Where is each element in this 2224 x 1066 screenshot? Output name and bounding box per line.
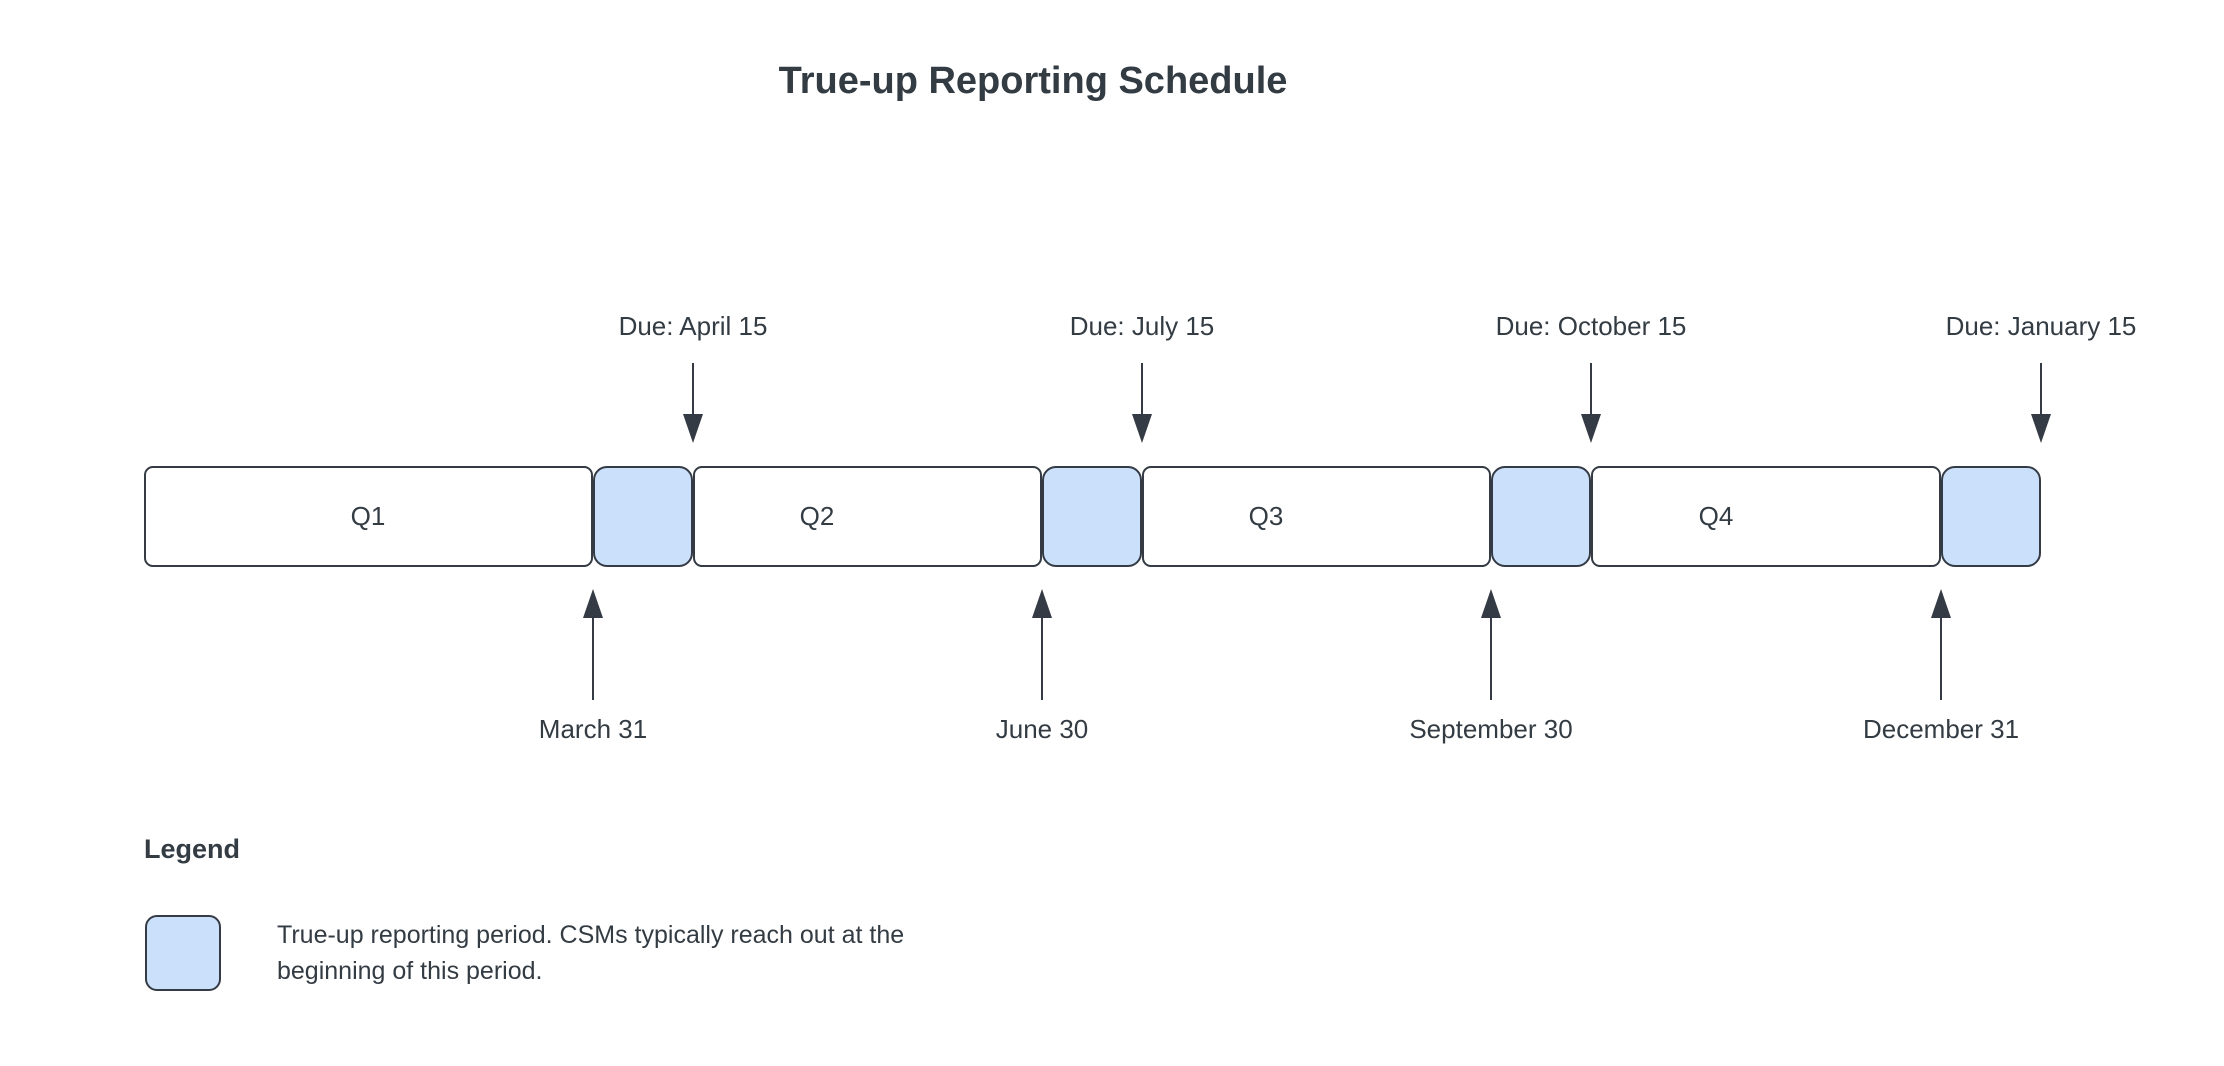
quarter-label-q3: Q3	[1248, 501, 1284, 531]
quarter-label-q4: Q4	[1698, 501, 1734, 531]
down-arrow-shaft	[1141, 363, 1143, 416]
down-arrow-icon	[683, 414, 703, 443]
quarter-end-label: June 30	[995, 714, 1089, 744]
page-title: True-up Reporting Schedule	[778, 60, 1288, 102]
up-arrow-icon	[1032, 589, 1052, 618]
quarter-label-q1: Q1	[350, 501, 386, 531]
quarter-box-q4	[1591, 466, 1941, 567]
quarter-box-q3	[1142, 466, 1491, 567]
quarter-box-q2	[693, 466, 1042, 567]
down-arrow-icon	[1132, 414, 1152, 443]
legend-description: True-up reporting period. CSMs typically…	[277, 921, 905, 985]
down-arrow-icon	[1581, 414, 1601, 443]
due-date-label: Due: April 15	[618, 311, 768, 341]
down-arrow-shaft	[1590, 363, 1592, 416]
down-arrow-icon	[2031, 414, 2051, 443]
up-arrow-shaft	[1940, 616, 1942, 700]
reporting-period-box	[1042, 466, 1142, 567]
due-date-label: Due: January 15	[1945, 311, 2137, 341]
legend-heading: Legend	[144, 834, 241, 864]
up-arrow-shaft	[1490, 616, 1492, 700]
quarter-end-label: September 30	[1409, 714, 1573, 744]
due-date-label: Due: July 15	[1069, 311, 1215, 341]
up-arrow-shaft	[592, 616, 594, 700]
down-arrow-shaft	[692, 363, 694, 416]
due-date-label: Due: October 15	[1495, 311, 1687, 341]
reporting-period-box	[593, 466, 693, 567]
quarter-box-q1	[144, 466, 593, 567]
up-arrow-icon	[1481, 589, 1501, 618]
quarter-end-label: March 31	[538, 714, 648, 744]
quarter-end-label: December 31	[1862, 714, 2020, 744]
up-arrow-icon	[583, 589, 603, 618]
up-arrow-icon	[1931, 589, 1951, 618]
reporting-period-box	[1941, 466, 2041, 567]
reporting-period-box	[1491, 466, 1591, 567]
up-arrow-shaft	[1041, 616, 1043, 700]
down-arrow-shaft	[2040, 363, 2042, 416]
reporting-period-swatch	[145, 915, 221, 991]
quarter-label-q2: Q2	[799, 501, 835, 531]
